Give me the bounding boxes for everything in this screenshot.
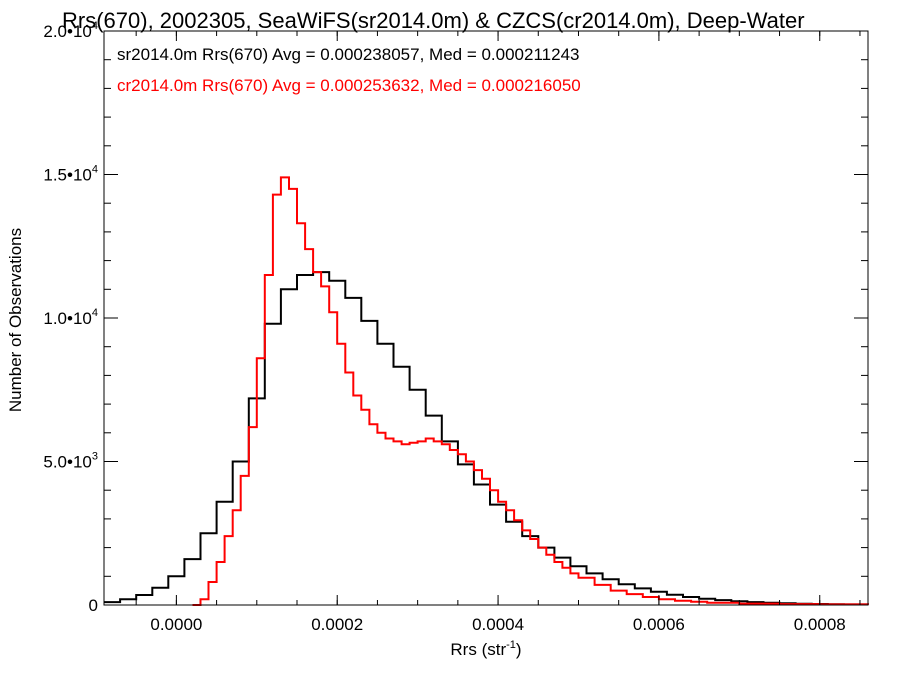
x-tick-label-1: 0.0002 [311,615,363,634]
y-tick-label-4: 2.0•104 [43,20,98,41]
series-layer [104,176,869,606]
y-tick-label-3: 1.5•104 [43,164,98,185]
series-line-sr2014-0m [104,271,869,606]
x-tick-label-3: 0.0006 [633,615,685,634]
series-line-cr2014-0m [192,176,869,606]
x-axis-title-superscript: -1 [506,639,516,651]
y-tick-label-1: 5.0•103 [43,451,98,472]
x-tick-label-0: 0.0000 [150,615,202,634]
y-axis-title: Number of Observations [6,228,25,412]
x-tick-label-2: 0.0004 [472,615,524,634]
x-axis: 0.0000 0.0002 0.0004 0.0006 0.0008 [135,31,861,634]
chart-title: Rrs(670), 2002305, SeaWiFS(sr2014.0m) & … [62,8,805,33]
x-tick-label-4: 0.0008 [794,615,846,634]
y-tick-label-2: 1.0•104 [43,307,98,328]
y-axis: 0 5.0•103 1.0•104 1.5•104 2.0•104 [43,20,868,615]
legend-stats-cr2014: cr2014.0m Rrs(670) Avg = 0.000253632, Me… [117,76,581,95]
x-axis-title: Rrs (str-1) [450,639,521,659]
plot-frame [103,30,869,606]
y-tick-label-0: 0 [89,596,98,615]
x-axis-title-text: Rrs (str [450,640,506,659]
x-axis-title-end: ) [516,640,522,659]
legend-stats-sr2014: sr2014.0m Rrs(670) Avg = 0.000238057, Me… [117,45,579,64]
